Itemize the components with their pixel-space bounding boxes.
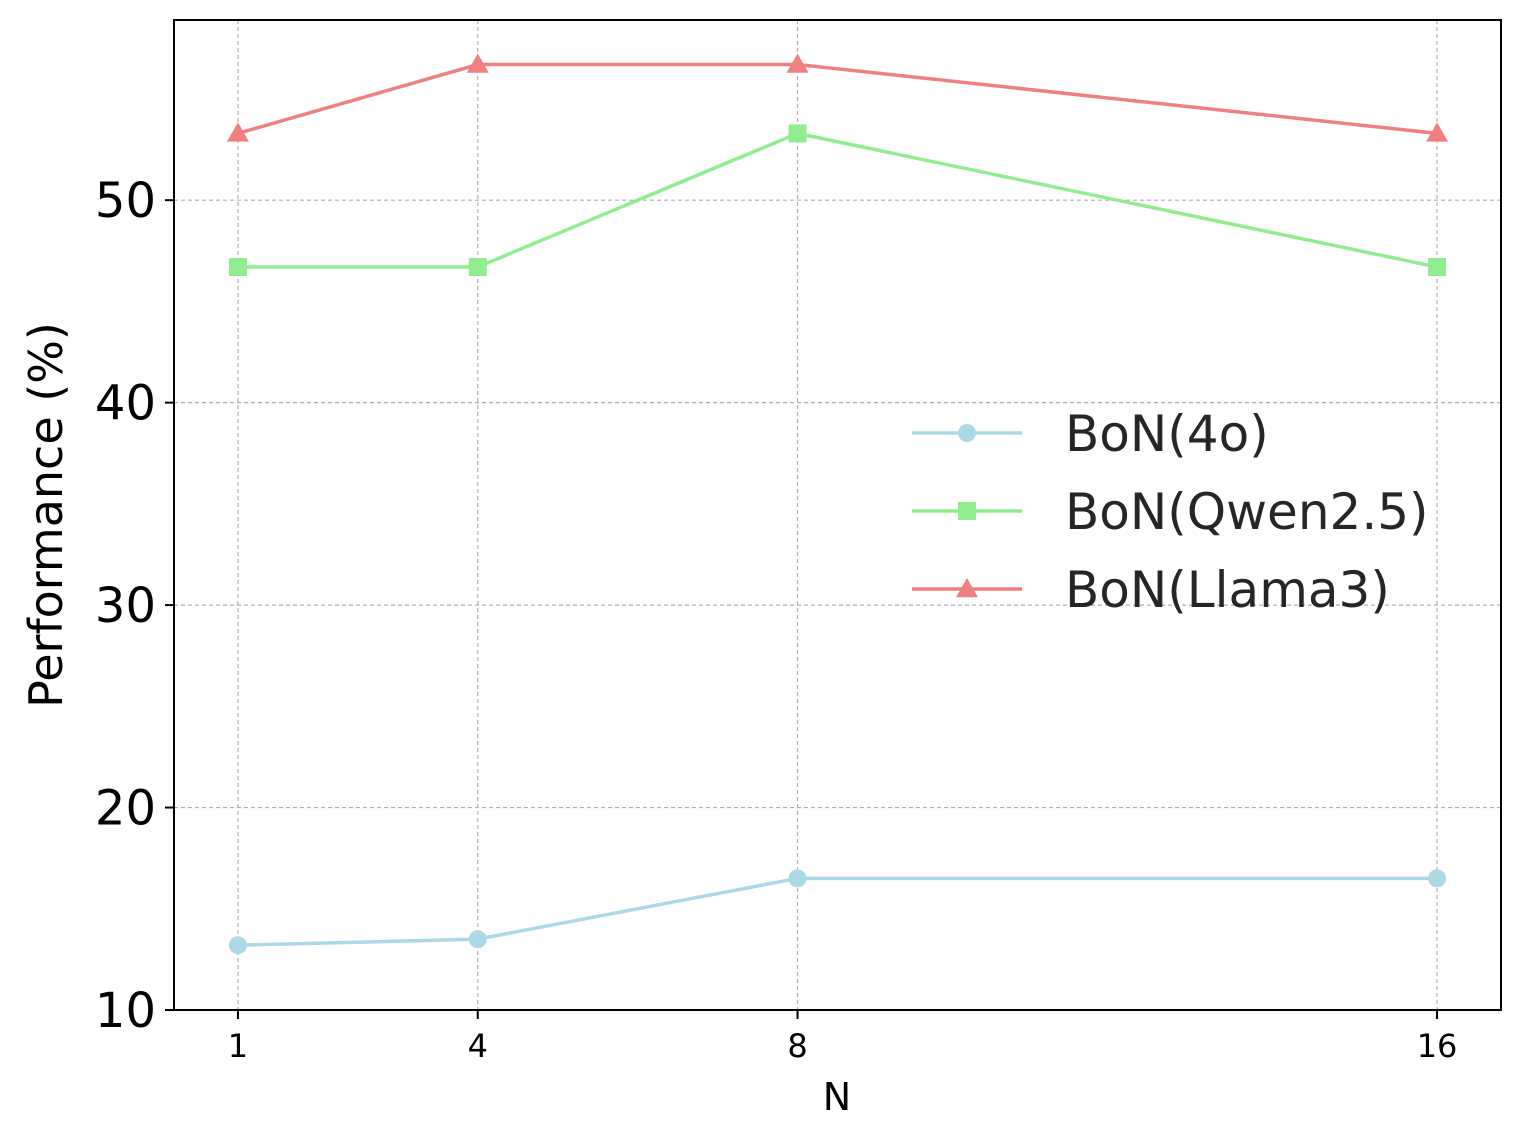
x-axis-title: N [823,1075,851,1119]
y-tick-label: 10 [95,983,156,1039]
data-point [1426,122,1449,142]
data-point [228,257,247,276]
data-point [228,936,247,955]
legend-item: BoN(Llama3) [912,561,1390,619]
grid [174,20,1501,1011]
data-point [786,53,809,73]
legend-item: BoN(Qwen2.5) [912,483,1429,541]
x-axis-ticks: 1 4 8 16 [228,1010,1458,1065]
x-tick-label: 8 [787,1027,807,1065]
data-point [226,122,249,142]
series-line [237,62,1438,136]
legend-marker [956,578,978,598]
series-line [237,876,1438,947]
y-tick-label: 20 [95,781,156,837]
data-point [1428,869,1447,888]
x-tick-label: 4 [468,1027,488,1065]
series-BoN(Qwen2.5) [228,124,1447,276]
legend-label: BoN(Qwen2.5) [1065,483,1429,541]
x-tick-label: 16 [1417,1027,1458,1065]
legend-item: BoN(4o) [912,405,1269,463]
series-line [237,131,1438,269]
data-point [788,869,807,888]
legend: BoN(4o) BoN(Qwen2.5) BoN(Llama3) [912,405,1429,619]
data-point [468,257,487,276]
y-tick-label: 40 [95,376,156,432]
y-axis-title: Performance (%) [19,322,73,708]
data-point [788,124,807,143]
y-axis-ticks: 10 20 30 40 50 [95,173,174,1039]
x-tick-label: 1 [228,1027,248,1065]
plot-frame [173,19,1502,1011]
series-BoN(4o) [228,869,1447,955]
data-point [1428,257,1447,276]
legend-marker [958,424,976,442]
legend-label: BoN(Llama3) [1065,561,1390,619]
series-layer [226,53,1449,955]
data-point [468,930,487,949]
legend-label: BoN(4o) [1065,405,1269,463]
series-BoN(Llama3) [226,53,1449,142]
data-point [466,53,489,73]
y-tick-label: 30 [95,578,156,634]
legend-marker [958,502,976,520]
y-tick-label: 50 [95,173,156,229]
